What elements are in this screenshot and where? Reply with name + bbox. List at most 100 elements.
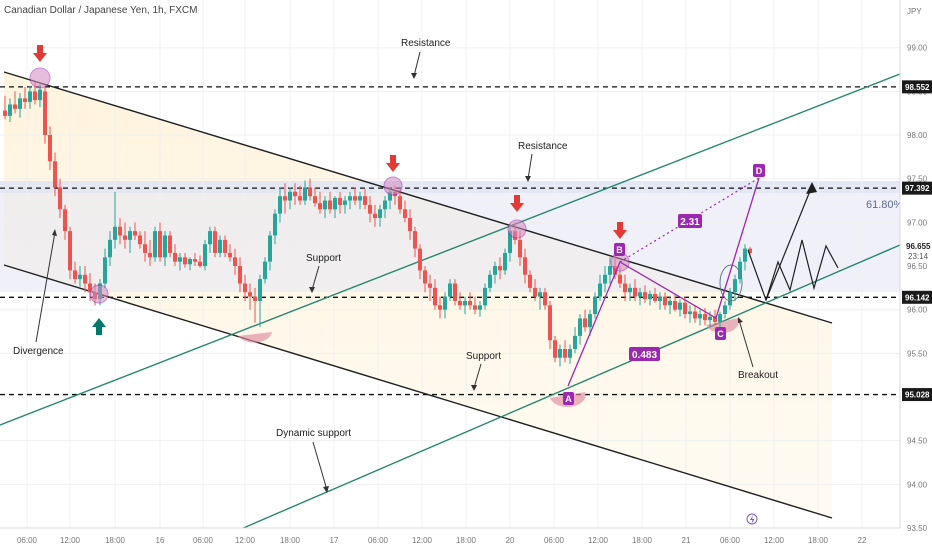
- price-tick-label: 93.50: [907, 524, 928, 533]
- candle-bearish: [243, 274, 247, 301]
- candle-body: [588, 314, 592, 328]
- measure-ab-label: 0.483: [632, 350, 657, 361]
- candle-bullish: [268, 231, 272, 271]
- candle-body: [558, 348, 562, 358]
- candle-body: [183, 257, 187, 265]
- price-tag-box: [902, 388, 932, 402]
- candle-body: [553, 340, 557, 358]
- price-tick-label: 97.00: [907, 218, 928, 227]
- dynamic-support-label: Dynamic support: [276, 428, 351, 439]
- currency-label: JPY: [907, 7, 922, 16]
- time-tick-label: 12:00: [60, 536, 81, 545]
- candle-body: [643, 292, 647, 300]
- point-c-badge: [715, 327, 726, 340]
- time-tick-label: 06:00: [544, 536, 565, 545]
- candle-bullish: [503, 248, 507, 275]
- candle-bearish: [168, 231, 172, 258]
- candle-bullish: [288, 187, 292, 210]
- candle-body: [283, 196, 287, 201]
- time-tick-label: 12:00: [412, 536, 433, 545]
- callout-arrowhead: [738, 317, 743, 323]
- callout-arrowhead: [471, 385, 477, 391]
- candle-bullish: [378, 204, 382, 227]
- candle-body: [158, 231, 162, 258]
- candle-body: [313, 196, 317, 204]
- candle-body: [608, 266, 612, 275]
- price-tick-label: 96.00: [907, 306, 928, 315]
- candle-bearish: [58, 178, 62, 219]
- channel-lower-line: [3, 264, 833, 519]
- candle-bearish: [283, 183, 287, 214]
- candle-bullish: [78, 266, 82, 288]
- candle-body: [413, 231, 417, 249]
- candle-body: [163, 235, 167, 258]
- candle-bullish: [448, 279, 452, 301]
- breakout-label: Breakout: [738, 370, 778, 381]
- candle-body: [598, 283, 602, 297]
- candle-bearish: [438, 296, 442, 319]
- candle-bearish: [143, 231, 147, 262]
- candle-body: [698, 314, 702, 319]
- candle-bullish: [263, 257, 267, 284]
- time-axis[interactable]: [0, 528, 900, 550]
- down-arrow-marker: [33, 45, 47, 62]
- callout-line: [473, 363, 482, 389]
- candle-bullish: [153, 226, 157, 262]
- candle-body: [448, 283, 452, 297]
- callout-arrowhead: [52, 229, 57, 236]
- candle-bullish: [208, 226, 212, 253]
- price-tag-label: 98.552: [905, 83, 930, 92]
- lightning-icon[interactable]: [746, 513, 758, 525]
- candle-body: [328, 200, 332, 210]
- price-tag-label: 96.142: [905, 293, 930, 302]
- candle-body: [638, 292, 642, 297]
- candle-bearish: [338, 191, 342, 214]
- candle-bullish: [638, 287, 642, 306]
- time-tick-label: 17: [330, 536, 339, 545]
- candle-bullish: [588, 309, 592, 336]
- candle-body: [88, 283, 92, 293]
- price-tick-label: 94.50: [907, 437, 928, 446]
- candle-body: [748, 248, 752, 253]
- candle-bearish: [83, 266, 87, 293]
- candle-body: [733, 279, 737, 293]
- candle-body: [378, 209, 382, 219]
- candle-bullish: [443, 292, 447, 319]
- candle-bearish: [183, 252, 187, 268]
- candle-bullish: [203, 239, 207, 271]
- candle-body: [523, 257, 527, 275]
- candle-body: [353, 196, 357, 201]
- candle-body: [288, 191, 292, 201]
- candle-body: [453, 283, 457, 301]
- candle-body: [243, 283, 247, 293]
- candle-bearish: [53, 152, 57, 197]
- candle-body: [123, 235, 127, 240]
- price-tick-label: 96.50: [907, 262, 928, 271]
- candle-body: [248, 292, 252, 297]
- resistance-label: Resistance: [518, 141, 568, 152]
- candle-bullish: [568, 344, 572, 364]
- candle-body: [263, 261, 267, 280]
- candle-bearish: [458, 292, 462, 310]
- measure-ab-box: [629, 347, 660, 361]
- candle-body: [433, 287, 437, 306]
- candle-bearish: [373, 204, 377, 227]
- measure-bd-box: [678, 214, 702, 228]
- candle-bearish: [198, 255, 202, 268]
- candle-body: [293, 191, 297, 197]
- callout-arrowhead: [309, 287, 315, 293]
- candle-body: [508, 231, 512, 253]
- candle-bullish: [738, 257, 742, 284]
- time-tick-label: 06:00: [193, 536, 214, 545]
- candle-bearish: [548, 300, 552, 349]
- candle-body: [228, 252, 232, 258]
- time-tick-label: 18:00: [280, 536, 301, 545]
- candle-bearish: [473, 296, 477, 315]
- candle-bearish: [23, 87, 27, 109]
- candle-body: [318, 203, 322, 210]
- candle-body: [723, 305, 727, 315]
- candle-bearish: [158, 222, 162, 262]
- candle-body: [363, 196, 367, 205]
- candle-bullish: [188, 257, 192, 271]
- candle-body: [373, 213, 377, 219]
